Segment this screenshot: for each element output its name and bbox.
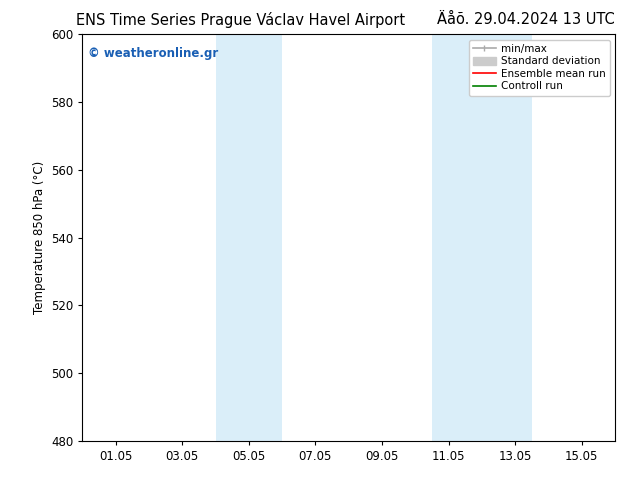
Y-axis label: Temperature 850 hPa (°C): Temperature 850 hPa (°C) (32, 161, 46, 314)
Text: Äåõ. 29.04.2024 13 UTC: Äåõ. 29.04.2024 13 UTC (437, 12, 615, 27)
Text: ENS Time Series Prague Václav Havel Airport: ENS Time Series Prague Václav Havel Airp… (76, 12, 406, 28)
Text: © weatheronline.gr: © weatheronline.gr (87, 47, 218, 59)
Bar (216, 34, 282, 441)
Bar (432, 34, 532, 441)
Legend: min/max, Standard deviation, Ensemble mean run, Controll run: min/max, Standard deviation, Ensemble me… (469, 40, 610, 96)
